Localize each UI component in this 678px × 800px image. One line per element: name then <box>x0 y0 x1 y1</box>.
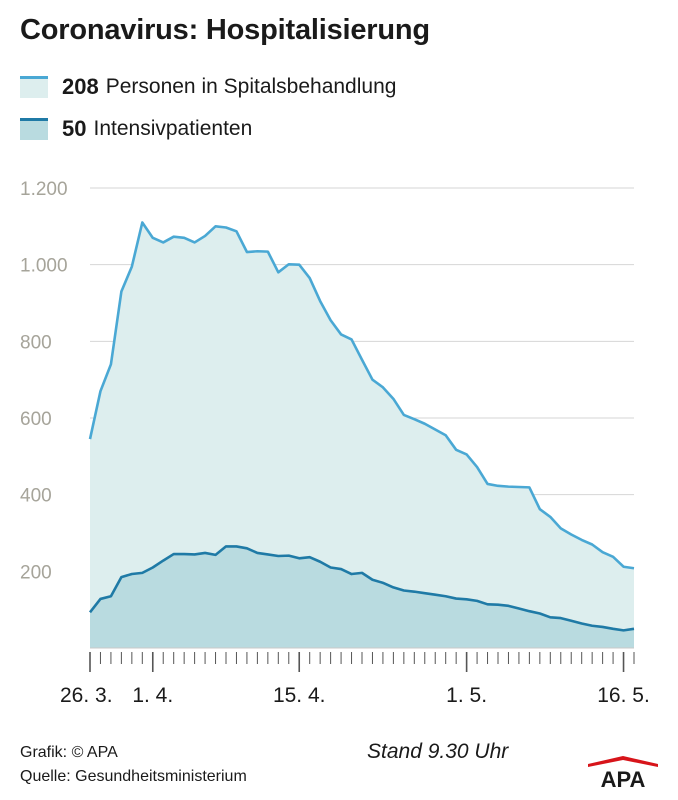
series-line-1 <box>88 545 635 632</box>
y-tick-label: 200 <box>20 562 52 583</box>
legend-item-icu: 50 Intensivpatienten <box>20 114 252 144</box>
y-tick-label: 400 <box>20 486 52 507</box>
series-line-0 <box>88 221 635 570</box>
x-tick-label: 1. 4. <box>132 684 173 707</box>
x-tick-label: 26. 3. <box>60 684 113 707</box>
area-chart: 200 400 600 800 1.000 1.200 26. 3. 1. 4. 15. 4. 1… <box>20 179 650 707</box>
footer-credit: Grafik: © APA <box>20 744 118 761</box>
footer-source: Quelle: Gesundheitsministerium <box>20 768 247 785</box>
legend-swatch-icu <box>20 118 48 140</box>
footer-stand-time: Stand 9.30 Uhr <box>367 740 509 763</box>
x-tick-label: 1. 5. <box>446 684 487 707</box>
series-area-0 <box>90 222 634 648</box>
y-tick-label: 1.200 <box>20 179 68 200</box>
legend-value-hospitalized: 208 <box>62 74 99 99</box>
legend-item-hospitalized: 208 Personen in Spitalsbehandlung <box>20 72 396 102</box>
legend-label-hospitalized: Personen in Spitalsbehandlung <box>105 75 397 98</box>
x-tick-label: 15. 4. <box>273 684 326 707</box>
apa-logo-text: APA <box>601 767 646 788</box>
legend-value-icu: 50 <box>62 116 87 141</box>
series-area-1 <box>90 546 634 648</box>
apa-logo-roof-icon <box>588 756 658 767</box>
y-tick-label: 600 <box>20 409 52 430</box>
y-tick-label: 1.000 <box>20 256 68 277</box>
y-tick-label: 800 <box>20 332 52 353</box>
x-tick-label: 16. 5. <box>597 684 650 707</box>
legend-swatch-hospitalized <box>20 76 48 98</box>
legend-label-icu: Intensivpatienten <box>93 117 253 140</box>
chart-title: Coronavirus: Hospitalisierung <box>20 14 430 46</box>
apa-logo: APA <box>588 756 658 788</box>
